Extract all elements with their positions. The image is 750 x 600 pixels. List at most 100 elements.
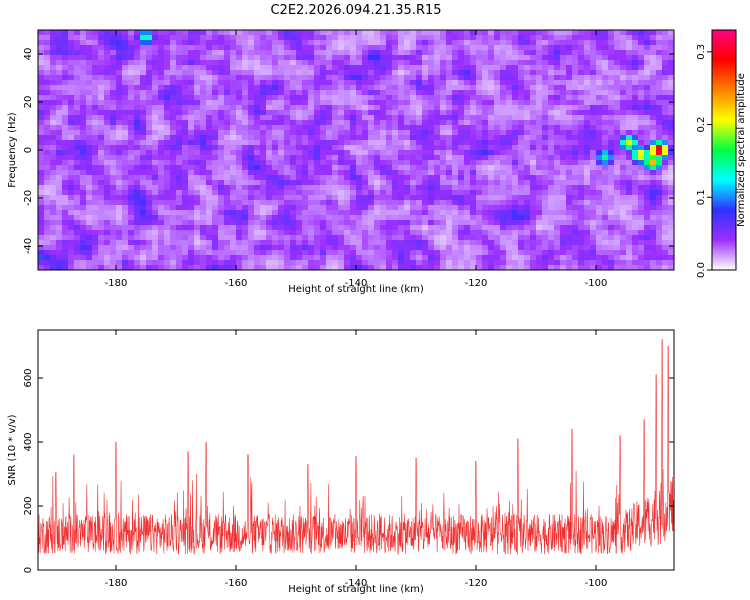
- heatmap-cell: [560, 35, 567, 41]
- heatmap-cell: [104, 235, 111, 241]
- heatmap-cell: [98, 40, 105, 46]
- heatmap-cell: [506, 30, 513, 36]
- heatmap-cell: [620, 180, 627, 186]
- heatmap-cell: [548, 130, 555, 136]
- heatmap-cell: [572, 185, 579, 191]
- heatmap-cell: [380, 45, 387, 51]
- heatmap-cell: [608, 90, 615, 96]
- heatmap-cell: [512, 135, 519, 141]
- heatmap-cell: [644, 50, 651, 56]
- heatmap-cell: [578, 140, 585, 146]
- heatmap-cell: [434, 65, 441, 71]
- heatmap-cell: [188, 65, 195, 71]
- heatmap-cell: [218, 85, 225, 91]
- heatmap-cell: [518, 175, 525, 181]
- heatmap-cell: [626, 65, 633, 71]
- heatmap-cell: [374, 200, 381, 206]
- heatmap-cell: [380, 70, 387, 76]
- heatmap-cell: [56, 60, 63, 66]
- heatmap-cell: [440, 130, 447, 136]
- heatmap-cell: [422, 40, 429, 46]
- heatmap-cell: [242, 140, 249, 146]
- heatmap-cell: [512, 180, 519, 186]
- heatmap-cell: [452, 80, 459, 86]
- heatmap-cell: [644, 155, 651, 161]
- heatmap-cell: [80, 95, 87, 101]
- heatmap-cell: [122, 100, 129, 106]
- heatmap-cell: [566, 235, 573, 241]
- heatmap-cell: [152, 40, 159, 46]
- heatmap-cell: [134, 250, 141, 256]
- heatmap-cell: [62, 200, 69, 206]
- heatmap-cell: [116, 155, 123, 161]
- heatmap-cell: [626, 155, 633, 161]
- heatmap-cell: [392, 150, 399, 156]
- heatmap-cell: [452, 105, 459, 111]
- heatmap-cell: [458, 150, 465, 156]
- heatmap-cell: [110, 35, 117, 41]
- heatmap-cell: [68, 145, 75, 151]
- heatmap-cell: [668, 55, 674, 61]
- heatmap-cell: [416, 140, 423, 146]
- heatmap-cell: [578, 90, 585, 96]
- heatmap-cell: [464, 180, 471, 186]
- heatmap-cell: [536, 80, 543, 86]
- heatmap-cell: [536, 45, 543, 51]
- heatmap-cell: [284, 220, 291, 226]
- heatmap-cell: [416, 220, 423, 226]
- heatmap-cell: [302, 240, 309, 246]
- heatmap-cell: [542, 125, 549, 131]
- heatmap-cell: [452, 215, 459, 221]
- heatmap-cell: [434, 110, 441, 116]
- heatmap-cell: [392, 220, 399, 226]
- heatmap-cell: [482, 170, 489, 176]
- heatmap-cell: [458, 35, 465, 41]
- heatmap-cell: [122, 35, 129, 41]
- heatmap-cell: [266, 205, 273, 211]
- heatmap-cell: [122, 40, 129, 46]
- heatmap-cell: [38, 55, 45, 61]
- heatmap-cell: [446, 45, 453, 51]
- heatmap-cell: [152, 230, 159, 236]
- heatmap-cell: [236, 165, 243, 171]
- heatmap-cell: [218, 60, 225, 66]
- heatmap-cell: [644, 190, 651, 196]
- heatmap-cell: [332, 35, 339, 41]
- heatmap-cell: [632, 190, 639, 196]
- heatmap-cell: [254, 205, 261, 211]
- heatmap-cell: [464, 170, 471, 176]
- heatmap-cell: [74, 90, 81, 96]
- heatmap-cell: [56, 70, 63, 76]
- heatmap-cell: [374, 185, 381, 191]
- heatmap-cell: [650, 205, 657, 211]
- heatmap-cell: [470, 215, 477, 221]
- heatmap-cell: [446, 185, 453, 191]
- heatmap-cell: [356, 255, 363, 261]
- heatmap-cell: [632, 250, 639, 256]
- heatmap-cell: [98, 230, 105, 236]
- heatmap-cell: [416, 225, 423, 231]
- heatmap-cell: [206, 195, 213, 201]
- heatmap-cell: [272, 90, 279, 96]
- heatmap-cell: [116, 145, 123, 151]
- heatmap-cell: [332, 85, 339, 91]
- heatmap-cell: [56, 45, 63, 51]
- heatmap-cell: [572, 205, 579, 211]
- heatmap-cell: [602, 220, 609, 226]
- heatmap-cell: [176, 170, 183, 176]
- heatmap-cell: [368, 140, 375, 146]
- heatmap-cell: [62, 125, 69, 131]
- heatmap-cell: [560, 200, 567, 206]
- heatmap-cell: [632, 170, 639, 176]
- heatmap-cell: [62, 260, 69, 266]
- heatmap-cell: [494, 85, 501, 91]
- heatmap-cell: [50, 135, 57, 141]
- heatmap-cell: [524, 45, 531, 51]
- heatmap-cell: [272, 175, 279, 181]
- heatmap-cell: [416, 250, 423, 256]
- heatmap-cell: [344, 50, 351, 56]
- heatmap-cell: [188, 125, 195, 131]
- heatmap-cell: [470, 235, 477, 241]
- heatmap-cell: [200, 215, 207, 221]
- heatmap-cell: [338, 145, 345, 151]
